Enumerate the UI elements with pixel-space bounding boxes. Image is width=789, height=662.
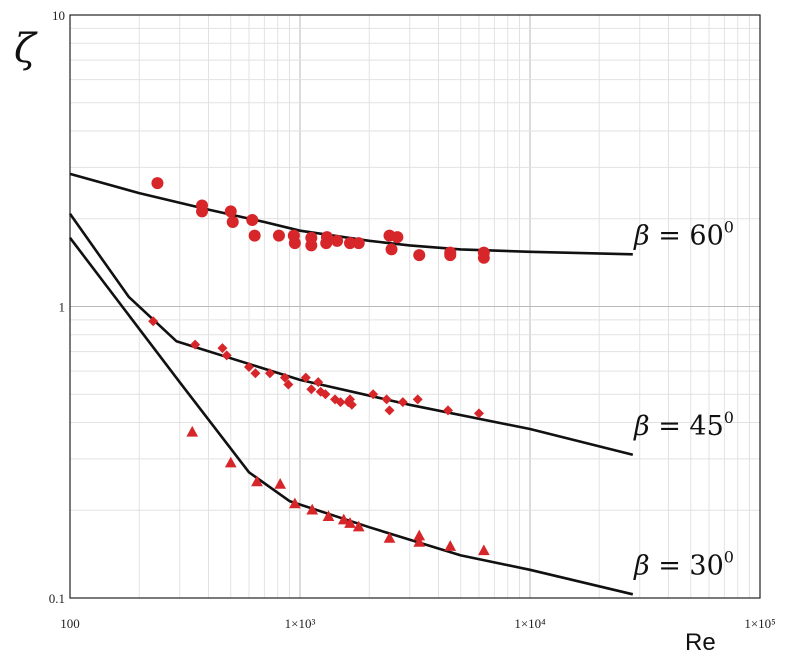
diamond-marker	[412, 394, 423, 405]
circle-marker	[151, 177, 164, 190]
diamond-marker	[279, 372, 290, 383]
x-tick-label: 1×10³	[285, 616, 316, 631]
diamond-marker	[320, 389, 331, 400]
triangle-marker	[413, 536, 426, 547]
circle-marker	[477, 246, 490, 259]
diamond-marker	[384, 405, 395, 416]
fit-curves	[68, 172, 634, 596]
x-tick-label: 100	[60, 616, 80, 631]
diamond-marker	[221, 350, 232, 361]
series-label: β = 600	[633, 217, 734, 251]
y-tick-label: 10	[52, 8, 65, 23]
y-axis-label: ζ	[14, 26, 38, 72]
series-labels: β = 600 β = 450 β = 300	[633, 217, 734, 581]
circle-marker	[196, 205, 209, 218]
x-axis-label: Re	[685, 629, 716, 656]
circle-marker	[226, 215, 239, 228]
diamond-marker	[335, 397, 346, 408]
circle-marker	[224, 205, 237, 218]
grid-lines	[70, 15, 760, 598]
triangle-marker	[444, 540, 457, 551]
diamond-marker	[190, 339, 201, 350]
diamond-marker	[346, 399, 357, 410]
diamond-marker	[300, 372, 311, 383]
diamond-marker	[250, 368, 261, 379]
circle-marker	[288, 237, 301, 250]
diamond-marker	[148, 316, 159, 327]
fit-curve	[68, 213, 634, 457]
x-tick-label: 1×10⁴	[514, 616, 546, 631]
circle-marker	[305, 239, 318, 252]
triangle-marker	[251, 475, 263, 487]
diamond-marker	[283, 379, 294, 390]
x-tick-label: 1×10⁵	[744, 616, 775, 631]
series-label: β = 300	[633, 547, 734, 581]
circle-marker	[413, 249, 426, 262]
circle-marker	[272, 229, 285, 242]
triangle-marker	[322, 510, 335, 521]
diamond-marker	[243, 362, 254, 373]
diamond-marker	[381, 394, 392, 405]
triangle-marker	[306, 503, 319, 515]
triangle-marker	[383, 531, 396, 543]
y-tick-label: 1	[59, 300, 66, 315]
triangle-marker	[337, 513, 350, 525]
diamond-marker	[306, 384, 317, 395]
diamond-marker	[442, 405, 453, 416]
series-label: β = 450	[633, 408, 734, 442]
circle-marker	[352, 237, 365, 250]
triangle-marker	[477, 544, 490, 556]
circle-marker	[320, 231, 333, 244]
triangle-marker	[289, 497, 301, 509]
triangle-marker	[274, 478, 287, 489]
diamond-marker	[264, 368, 275, 379]
tick-labels: 100 1×10³ 1×10⁴ 1×10⁵ 0.1 1 10	[49, 8, 776, 631]
circle-marker	[444, 246, 457, 259]
diamond-marker	[397, 397, 408, 408]
y-tick-label: 0.1	[49, 591, 65, 606]
circle-marker	[385, 243, 398, 256]
circle-marker	[344, 237, 357, 250]
diamond-marker	[368, 389, 379, 400]
diamond-marker	[313, 377, 324, 388]
data-markers	[148, 177, 490, 556]
circle-marker	[246, 214, 259, 227]
diamond-marker	[473, 408, 484, 419]
triangle-marker	[224, 456, 237, 468]
triangle-marker	[352, 520, 365, 532]
triangle-marker	[413, 529, 426, 541]
triangle-marker	[344, 517, 356, 528]
diamond-marker	[217, 343, 228, 354]
plot-frame	[69, 14, 761, 599]
circle-marker	[331, 234, 344, 247]
triangle-marker	[186, 425, 199, 437]
fit-curve	[68, 237, 634, 596]
circle-marker	[248, 229, 261, 242]
circle-marker	[391, 231, 404, 244]
